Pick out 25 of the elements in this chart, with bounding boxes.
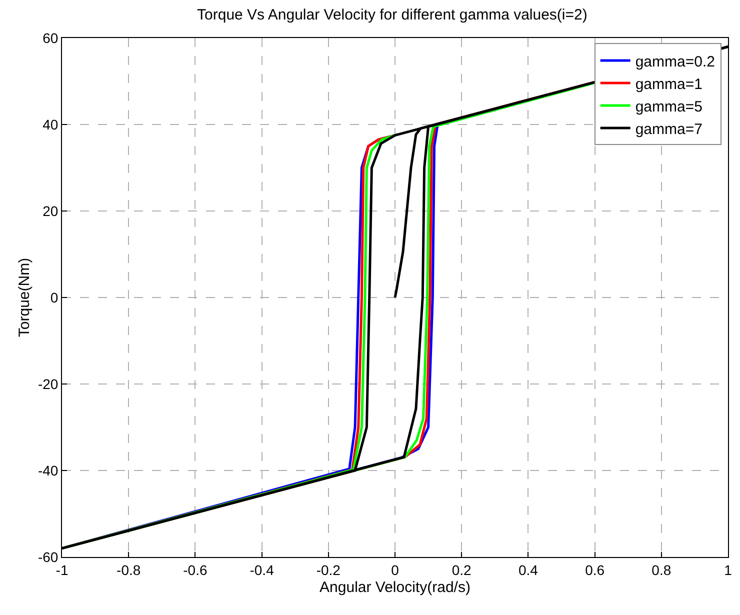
x-tick-label: -0.4 — [250, 562, 274, 578]
chart-title: Torque Vs Angular Velocity for different gamma values(i=2) — [197, 6, 588, 24]
x-axis-title: Angular Velocity(rad/s) — [320, 578, 470, 596]
x-tick-label: 1 — [724, 562, 732, 578]
legend-label: gamma=5 — [635, 98, 702, 116]
x-tick-label: -0.2 — [316, 562, 341, 578]
y-tick-label: -60 — [38, 548, 58, 565]
y-tick-label: 40 — [42, 116, 58, 132]
y-tick-label: 60 — [42, 30, 58, 46]
x-tick-label: 0.6 — [585, 562, 605, 578]
x-tick-label: 0.4 — [518, 562, 538, 578]
legend-label: gamma=0.2 — [635, 53, 715, 70]
y-tick-label: -40 — [38, 462, 58, 478]
x-tick-label: 0.2 — [452, 562, 472, 578]
y-tick-label: -20 — [38, 376, 58, 392]
y-axis-title: Torque(Nm) — [16, 258, 34, 338]
y-tick-label: 0 — [50, 289, 58, 306]
y-tick-label: 20 — [42, 202, 58, 219]
legend-label: gamma=7 — [635, 120, 702, 138]
x-tick-label: -1 — [56, 562, 68, 578]
x-tick-label: -0.6 — [183, 562, 208, 578]
x-tick-label: -0.8 — [116, 562, 141, 578]
x-tick-label: 0 — [391, 562, 400, 578]
legend-label: gamma=1 — [635, 76, 702, 93]
x-tick-label: 0.8 — [652, 562, 672, 578]
